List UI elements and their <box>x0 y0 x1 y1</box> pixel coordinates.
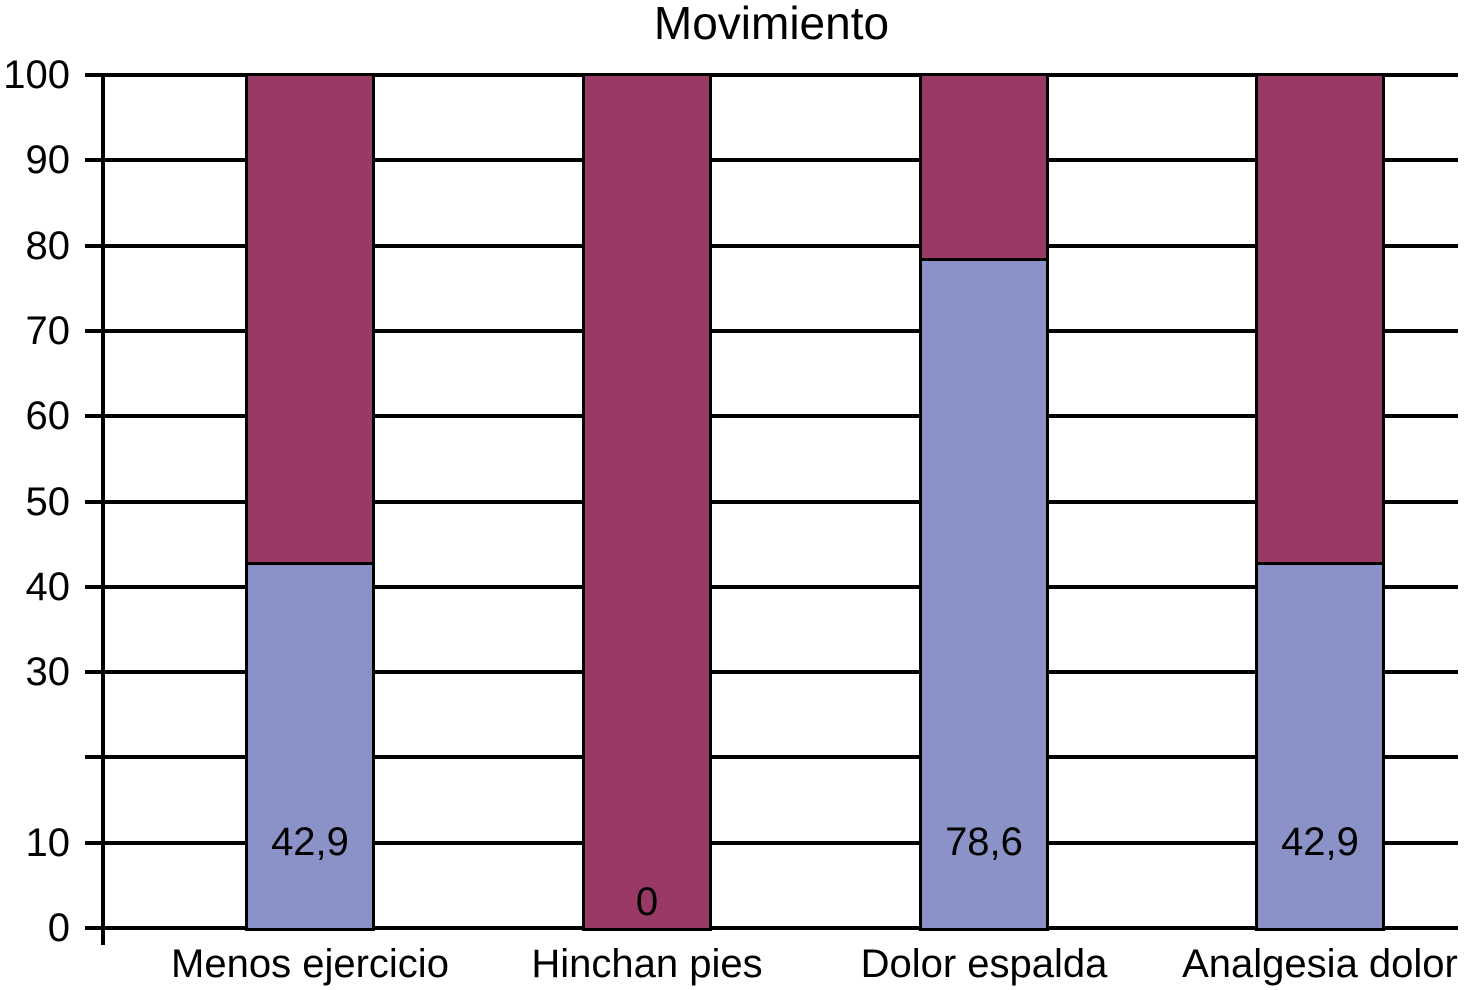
gridline-y-30 <box>85 670 1458 675</box>
gridline-y-70 <box>85 328 1458 333</box>
bar-segment-top <box>248 76 372 563</box>
bar-value-label: 78,6 <box>945 820 1023 864</box>
y-axis-tick-label: 0 <box>47 906 70 950</box>
x-axis-category-label: Analgesia dolor <box>1182 942 1458 986</box>
bar-segment-top <box>585 76 709 928</box>
x-axis-category-label: Dolor espalda <box>860 942 1108 986</box>
bar-segment-bottom <box>922 257 1046 928</box>
bar-value-label: 42,9 <box>271 820 349 864</box>
gridline-y-10 <box>85 840 1458 845</box>
gridline-y-80 <box>85 243 1458 248</box>
y-axis-line <box>101 73 105 945</box>
gridline-y-90 <box>85 158 1458 163</box>
gridline-y-20 <box>85 755 1458 760</box>
x-axis-category-label: Menos ejercicio <box>171 942 449 986</box>
bar-segment-top <box>1258 76 1382 563</box>
bar-segment-bottom <box>1258 562 1382 928</box>
gridline-y-50 <box>85 499 1458 504</box>
bar-4: 42,9 <box>1255 73 1385 931</box>
gridline-y-0 <box>85 926 1458 930</box>
bar-value-label: 42,9 <box>1281 820 1359 864</box>
y-axis-tick-label: 80 <box>25 223 71 268</box>
gridline-y-100 <box>85 73 1458 77</box>
x-axis-category-label: Hinchan pies <box>531 942 763 986</box>
gridline-y-40 <box>85 584 1458 589</box>
bar-2: 0 <box>582 73 712 931</box>
gridline-y-60 <box>85 414 1458 419</box>
y-axis-tick-label: 60 <box>25 394 71 439</box>
y-axis-tick-label: 90 <box>25 138 71 183</box>
y-axis-tick-label: 100 <box>3 53 70 97</box>
bar-segment-top <box>922 76 1046 258</box>
chart-title: Movimiento <box>653 0 890 49</box>
y-axis-tick-label: 40 <box>25 564 71 609</box>
y-axis-tick-label: 30 <box>25 650 71 695</box>
bar-value-label: 0 <box>635 880 659 924</box>
bar-segment-bottom <box>248 562 372 928</box>
bar-3: 78,6 <box>919 73 1049 931</box>
y-axis-tick-label: 50 <box>25 479 71 524</box>
y-axis-tick-label: 10 <box>25 820 71 865</box>
bar-1: 42,9 <box>245 73 375 931</box>
y-axis-tick-label: 70 <box>25 308 71 353</box>
